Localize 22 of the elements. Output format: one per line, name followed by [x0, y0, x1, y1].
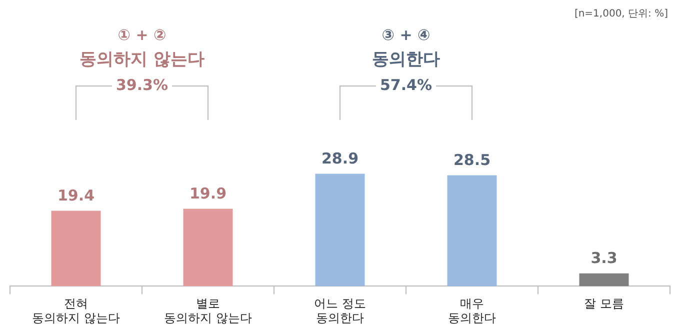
bar: [579, 273, 629, 286]
data-label: 19.9: [189, 184, 227, 203]
data-label: 19.4: [57, 186, 95, 205]
x-tick-label: 어느 정도 동의한다: [314, 296, 366, 325]
bar: [447, 175, 497, 286]
bar: [315, 174, 365, 286]
text: [n=1,000, 단위: %]: [574, 8, 668, 20]
data-label: 28.9: [321, 150, 359, 168]
x-tick-label: 별로 동의하지 않는다: [164, 296, 252, 325]
text: ③ + ④: [382, 26, 430, 44]
data-label: 28.5: [453, 151, 491, 170]
x-tick-label: 매우 동의한다: [448, 296, 496, 325]
text: 동의한다: [372, 49, 440, 70]
x-tick-label: 잘 모름: [584, 296, 624, 311]
text: 39.3%: [116, 76, 168, 94]
text: 57.4%: [380, 76, 432, 94]
x-tick-label: 전혀 동의하지 않는다: [32, 296, 120, 325]
text: ① + ②: [118, 26, 166, 44]
bar: [183, 208, 233, 286]
text: 동의하지 않는다: [80, 49, 204, 70]
bar: [51, 210, 101, 286]
data-label: 3.3: [590, 249, 618, 268]
